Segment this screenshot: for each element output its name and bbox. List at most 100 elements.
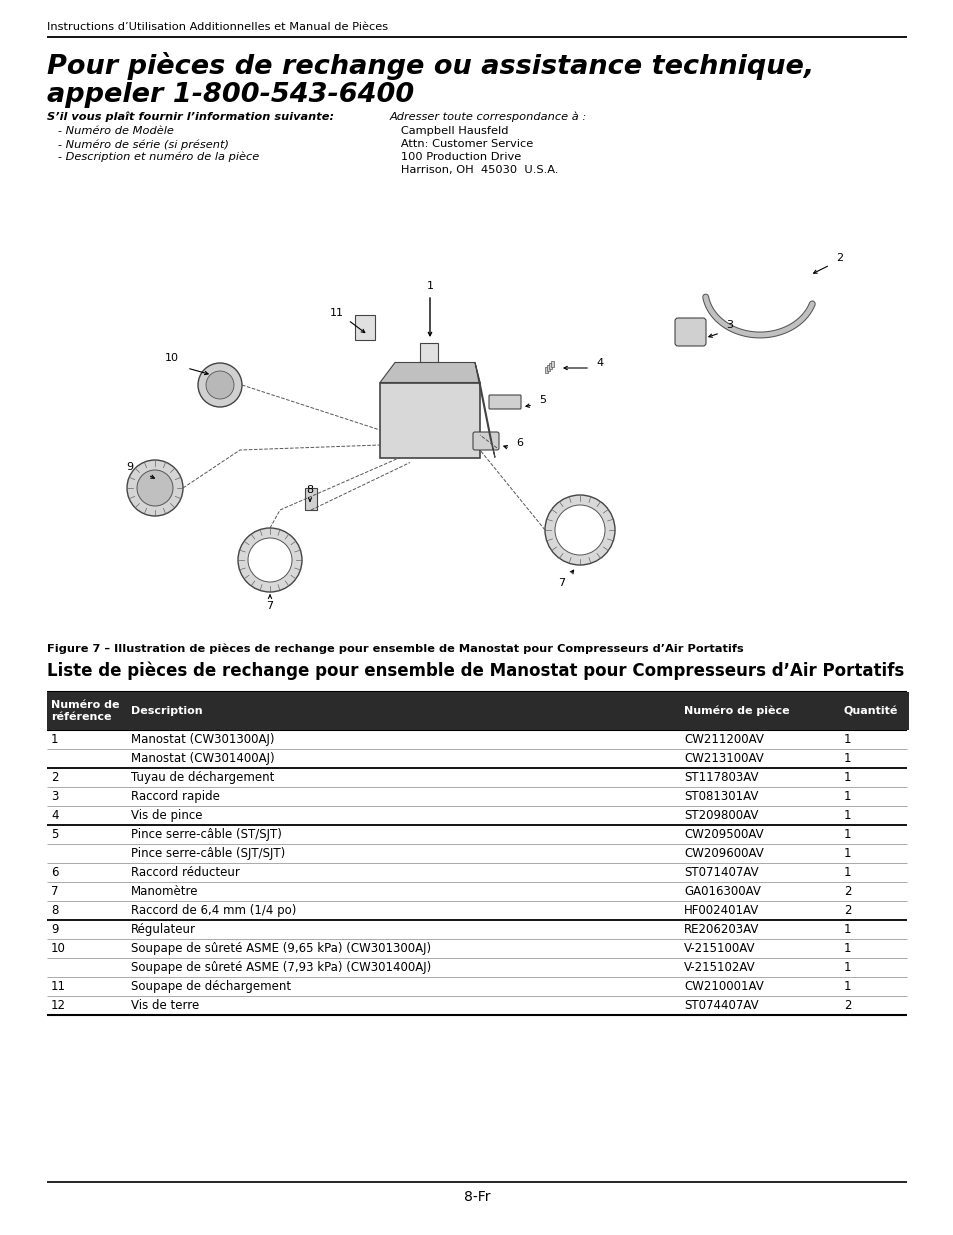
Text: 2: 2	[843, 904, 851, 918]
Text: Raccord rapide: Raccord rapide	[131, 790, 219, 803]
Bar	[548, 363, 552, 369]
Text: 4: 4	[51, 809, 58, 823]
Text: CW210001AV: CW210001AV	[683, 981, 763, 993]
Text: Vis de terre: Vis de terre	[131, 999, 199, 1011]
Text: Pour pièces de rechange ou assistance technique,: Pour pièces de rechange ou assistance te…	[47, 52, 813, 80]
Text: Liste de pièces de rechange pour ensemble de Manostat pour Compresseurs d’Air Po: Liste de pièces de rechange pour ensembl…	[47, 662, 903, 680]
Text: Pince serre-câble (ST/SJT): Pince serre-câble (ST/SJT)	[131, 827, 281, 841]
Text: V-215102AV: V-215102AV	[683, 961, 755, 974]
Polygon shape	[475, 363, 495, 457]
Text: Raccord de 6,4 mm (1/4 po): Raccord de 6,4 mm (1/4 po)	[131, 904, 296, 918]
Text: CW209600AV: CW209600AV	[683, 847, 763, 860]
Text: HF002401AV: HF002401AV	[683, 904, 759, 918]
Text: Campbell Hausfeld: Campbell Hausfeld	[390, 126, 508, 136]
Text: Attn: Customer Service: Attn: Customer Service	[390, 140, 533, 149]
Text: 8: 8	[51, 904, 58, 918]
Text: 5: 5	[51, 827, 58, 841]
Text: 1: 1	[843, 866, 851, 879]
Text: 1: 1	[843, 827, 851, 841]
Text: Soupape de sûreté ASME (7,93 kPa) (CW301400AJ): Soupape de sûreté ASME (7,93 kPa) (CW301…	[131, 961, 431, 974]
Circle shape	[137, 471, 172, 506]
Text: Manomètre: Manomètre	[131, 885, 198, 898]
FancyBboxPatch shape	[473, 432, 498, 450]
FancyBboxPatch shape	[675, 317, 705, 346]
Text: S’il vous plaît fournir l’information suivante:: S’il vous plaît fournir l’information su…	[47, 112, 334, 122]
Text: Adresser toute correspondance à :: Adresser toute correspondance à :	[390, 112, 587, 122]
Circle shape	[544, 495, 615, 564]
Text: Raccord réducteur: Raccord réducteur	[131, 866, 239, 879]
Text: Numéro de pièce: Numéro de pièce	[683, 705, 789, 716]
Text: 4: 4	[596, 358, 603, 368]
Circle shape	[248, 538, 292, 582]
Text: 2: 2	[51, 771, 58, 784]
Text: 1: 1	[843, 942, 851, 955]
Bar	[305, 488, 316, 510]
Circle shape	[127, 459, 183, 516]
Text: 12: 12	[51, 999, 66, 1011]
Text: 1: 1	[843, 790, 851, 803]
Text: ST071407AV: ST071407AV	[683, 866, 758, 879]
Text: 11: 11	[330, 308, 344, 317]
Text: 9: 9	[51, 923, 58, 936]
Circle shape	[206, 370, 233, 399]
Text: 8: 8	[306, 485, 314, 495]
Text: 6: 6	[51, 866, 58, 879]
Text: Pince serre-câble (SJT/SJT): Pince serre-câble (SJT/SJT)	[131, 847, 285, 860]
Text: Vis de pince: Vis de pince	[131, 809, 202, 823]
Text: 10: 10	[165, 353, 179, 363]
Text: ST117803AV: ST117803AV	[683, 771, 758, 784]
Text: 3: 3	[51, 790, 58, 803]
Text: 1: 1	[843, 981, 851, 993]
Bar	[419, 342, 437, 363]
Text: Tuyau de déchargement: Tuyau de déchargement	[131, 771, 274, 784]
Text: 7: 7	[558, 578, 565, 588]
Text: ST081301AV: ST081301AV	[683, 790, 758, 803]
Text: 5: 5	[539, 395, 546, 405]
Bar	[355, 315, 375, 340]
Text: 7: 7	[51, 885, 58, 898]
Text: - Numéro de série (si présent): - Numéro de série (si présent)	[47, 140, 229, 149]
Text: Régulateur: Régulateur	[131, 923, 195, 936]
Text: 1: 1	[843, 961, 851, 974]
Text: CW211200AV: CW211200AV	[683, 734, 763, 746]
Bar	[47, 692, 908, 730]
FancyBboxPatch shape	[379, 383, 479, 457]
Text: - Description et numéro de la pièce: - Description et numéro de la pièce	[47, 152, 259, 163]
Circle shape	[198, 363, 242, 408]
Text: Instructions d’Utilisation Additionnelles et Manual de Pièces: Instructions d’Utilisation Additionnelle…	[47, 22, 388, 32]
Text: CW209500AV: CW209500AV	[683, 827, 762, 841]
Text: 10: 10	[51, 942, 66, 955]
Text: 2: 2	[843, 999, 851, 1011]
Bar	[546, 366, 550, 370]
Text: 1: 1	[843, 809, 851, 823]
Text: Numéro de
référence: Numéro de référence	[51, 700, 119, 722]
Text: RE206203AV: RE206203AV	[683, 923, 759, 936]
Text: 2: 2	[836, 253, 842, 263]
Text: 3: 3	[726, 320, 733, 330]
Text: CW213100AV: CW213100AV	[683, 752, 763, 764]
Text: 1: 1	[843, 752, 851, 764]
Circle shape	[555, 505, 604, 555]
Text: Harrison, OH  45030  U.S.A.: Harrison, OH 45030 U.S.A.	[390, 165, 558, 175]
Text: Manostat (CW301300AJ): Manostat (CW301300AJ)	[131, 734, 274, 746]
Text: 1: 1	[843, 771, 851, 784]
FancyBboxPatch shape	[489, 395, 520, 409]
Text: Soupape de déchargement: Soupape de déchargement	[131, 981, 291, 993]
Text: 1: 1	[51, 734, 58, 746]
Text: 1: 1	[426, 282, 433, 291]
Text: 11: 11	[51, 981, 66, 993]
Text: Figure 7 – Illustration de pièces de rechange pour ensemble de Manostat pour Com: Figure 7 – Illustration de pièces de rec…	[47, 643, 742, 655]
Text: Manostat (CW301400AJ): Manostat (CW301400AJ)	[131, 752, 274, 764]
Bar	[551, 361, 554, 367]
Text: 7: 7	[266, 601, 274, 611]
Text: 9: 9	[127, 462, 133, 472]
Text: appeler 1-800-543-6400: appeler 1-800-543-6400	[47, 82, 414, 107]
Text: Description: Description	[131, 706, 202, 716]
Text: 100 Production Drive: 100 Production Drive	[390, 152, 520, 162]
Text: 1: 1	[843, 847, 851, 860]
Circle shape	[237, 529, 302, 592]
Text: GA016300AV: GA016300AV	[683, 885, 760, 898]
Text: 1: 1	[843, 734, 851, 746]
Text: ST209800AV: ST209800AV	[683, 809, 758, 823]
Text: ST074407AV: ST074407AV	[683, 999, 758, 1011]
